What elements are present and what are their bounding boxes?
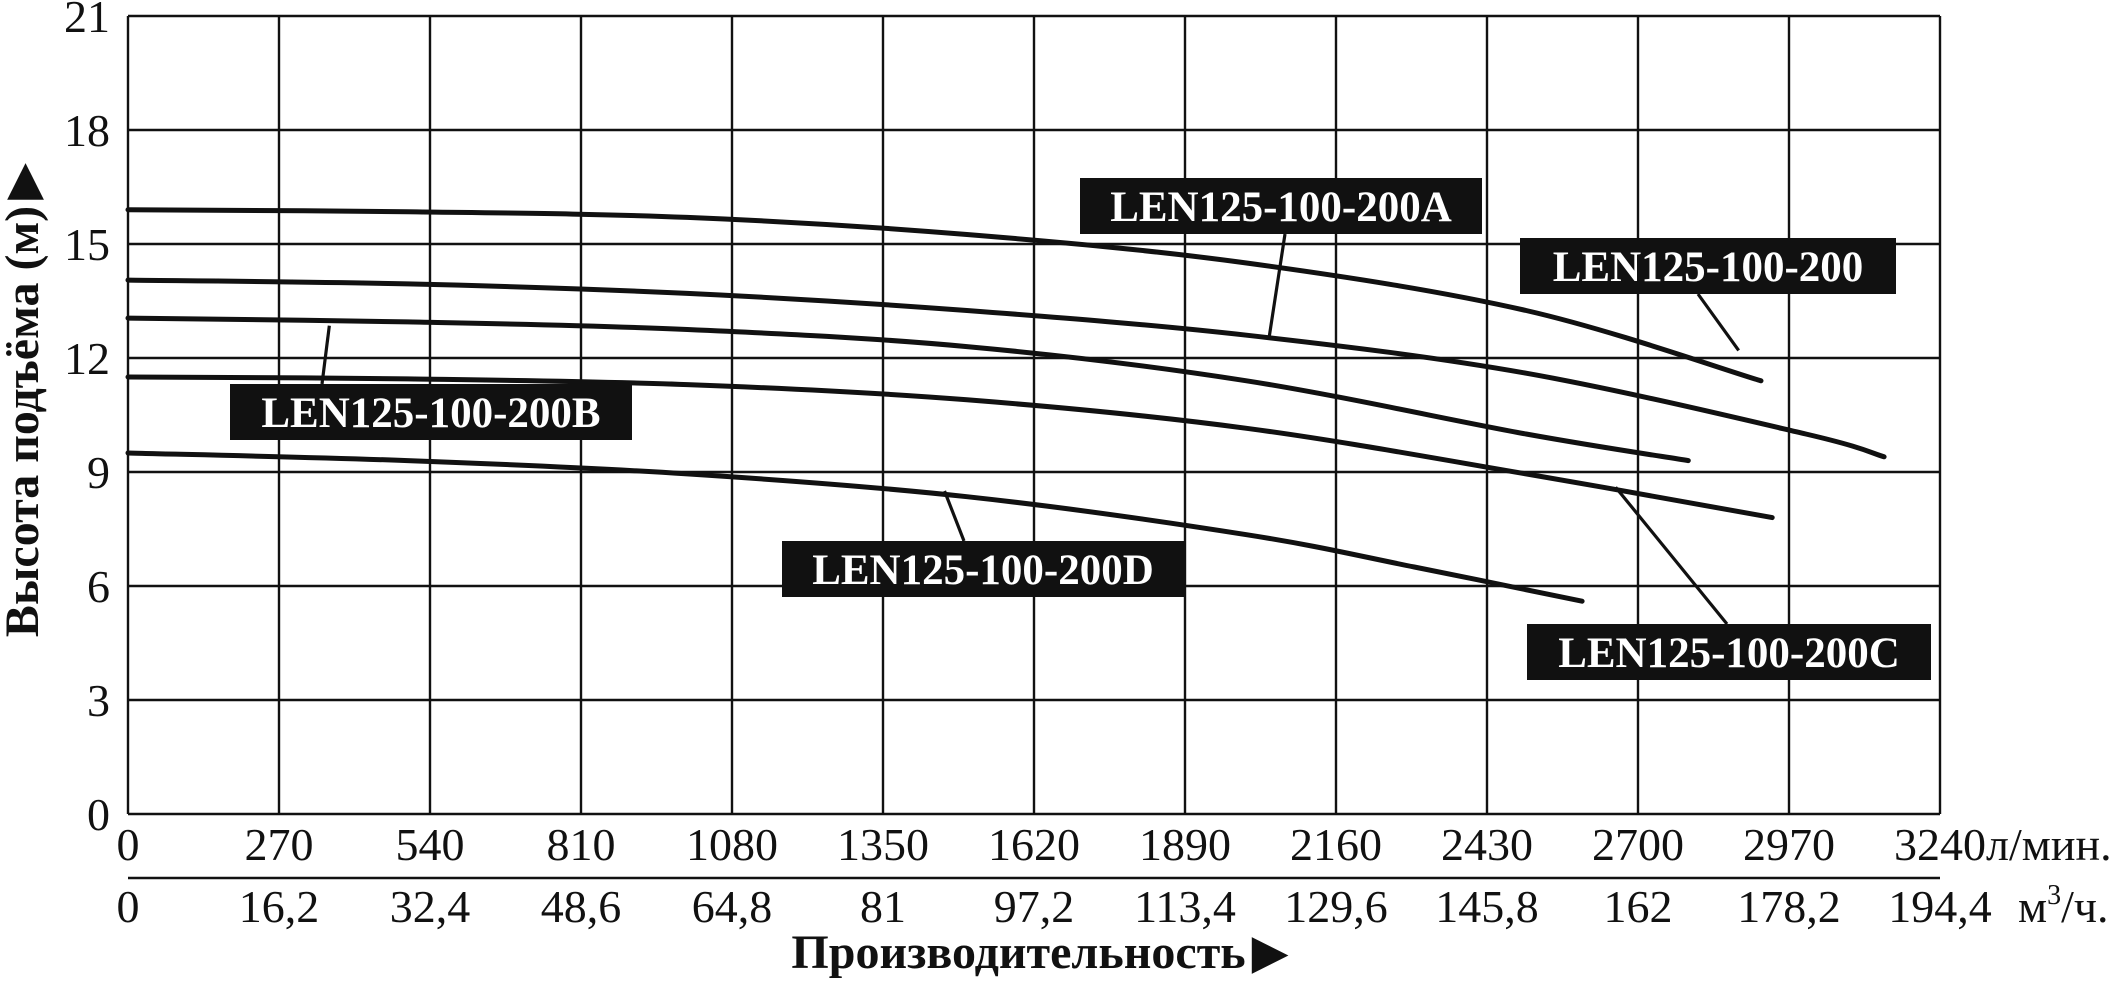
x-unit-primary: л/мин. (1986, 819, 2112, 870)
curve-len125-100-200b (125, 315, 1691, 464)
x-tick-label-lmin: 2970 (1743, 819, 1835, 870)
x-tick-label-lmin: 540 (396, 819, 465, 870)
curve-label-box (1527, 624, 1931, 680)
x-unit-secondary: м3/ч. (2018, 880, 2109, 932)
curve-label-text: LEN125-100-200B (261, 390, 600, 437)
x-tick-label-m3h: 178,2 (1737, 881, 1841, 932)
x-tick-label-m3h: 16,2 (239, 881, 320, 932)
curve-label-text: LEN125-100-200A (1110, 184, 1452, 231)
curve-len125-100-200a (125, 207, 1764, 384)
y-tick-label: 12 (64, 333, 110, 384)
leader-line (943, 490, 966, 542)
x-tick-label-lmin: 810 (547, 819, 616, 870)
x-axis-ticks: 0 270 540 810 1080 1350 1620 1890 2160 2430 2700 29… (117, 819, 1992, 932)
x-tick-label-m3h: 113,4 (1134, 881, 1236, 932)
x-tick-label-m3h: 145,8 (1435, 881, 1539, 932)
x-tick-label-m3h: 81 (860, 881, 906, 932)
x-tick-label-m3h: 48,6 (541, 881, 622, 932)
curve-label-box (782, 541, 1184, 597)
y-tick-label: 9 (87, 447, 110, 498)
x-tick-label-lmin: 0 (117, 819, 140, 870)
y-axis-arrow: ▶ (0, 163, 49, 200)
curve-len125-100-200d (125, 450, 1585, 604)
curve-labels: LEN125-100-200 LEN125-100-200A LEN125-100-… (230, 178, 1931, 680)
x-tick-label-m3h: 162 (1604, 881, 1673, 932)
leader-line (320, 325, 331, 385)
y-axis-ticks: 0 3 6 9 12 15 18 21 (64, 0, 110, 840)
x-tick-label-lmin: 2700 (1592, 819, 1684, 870)
curve-len125-100-200c (125, 374, 1775, 521)
leader-line (1614, 486, 1729, 626)
y-tick-label: 15 (64, 219, 110, 270)
x-tick-label-lmin: 1350 (837, 819, 929, 870)
x-tick-label-lmin: 270 (245, 819, 314, 870)
y-tick-label: 6 (87, 561, 110, 612)
x-tick-label-lmin: 3240 (1894, 819, 1986, 870)
x-tick-label-lmin: 2160 (1290, 819, 1382, 870)
curve-label-box (1520, 238, 1896, 294)
x-tick-label-m3h: 64,8 (692, 881, 773, 932)
x-tick-label-m3h: 194,4 (1888, 881, 1992, 932)
curve-label-text: LEN125-100-200 (1553, 244, 1864, 291)
y-tick-label: 3 (87, 675, 110, 726)
x-tick-label-lmin: 1620 (988, 819, 1080, 870)
leader-line (1267, 233, 1287, 340)
curve-len125-100-200 (125, 277, 1887, 460)
y-tick-label: 0 (87, 789, 110, 840)
y-tick-label: 18 (64, 105, 110, 156)
x-axis-arrow: ▶ (1252, 926, 1289, 979)
y-tick-label: 21 (64, 0, 110, 42)
chart-grid (126, 14, 1942, 880)
x-tick-label-m3h: 32,4 (390, 881, 471, 932)
curve-label-box (230, 384, 632, 440)
curve-label-box (1080, 178, 1482, 234)
x-tick-label-lmin: 1890 (1139, 819, 1231, 870)
x-tick-label-lmin: 1080 (686, 819, 778, 870)
x-tick-label-lmin: 2430 (1441, 819, 1533, 870)
curve-label-leaders (320, 233, 1740, 626)
curve-label-text: LEN125-100-200C (1558, 630, 1900, 677)
leader-line (1696, 293, 1740, 352)
x-axis-title: Производительность ▶ (791, 926, 1288, 979)
y-axis-title: Высота подъёма (м)▶ (0, 163, 49, 637)
x-tick-label-m3h: 97,2 (994, 881, 1075, 932)
performance-curves (125, 207, 1887, 604)
curve-label-text: LEN125-100-200D (812, 547, 1154, 594)
x-tick-label-m3h: 129,6 (1284, 881, 1388, 932)
x-tick-label-m3h: 0 (117, 881, 140, 932)
